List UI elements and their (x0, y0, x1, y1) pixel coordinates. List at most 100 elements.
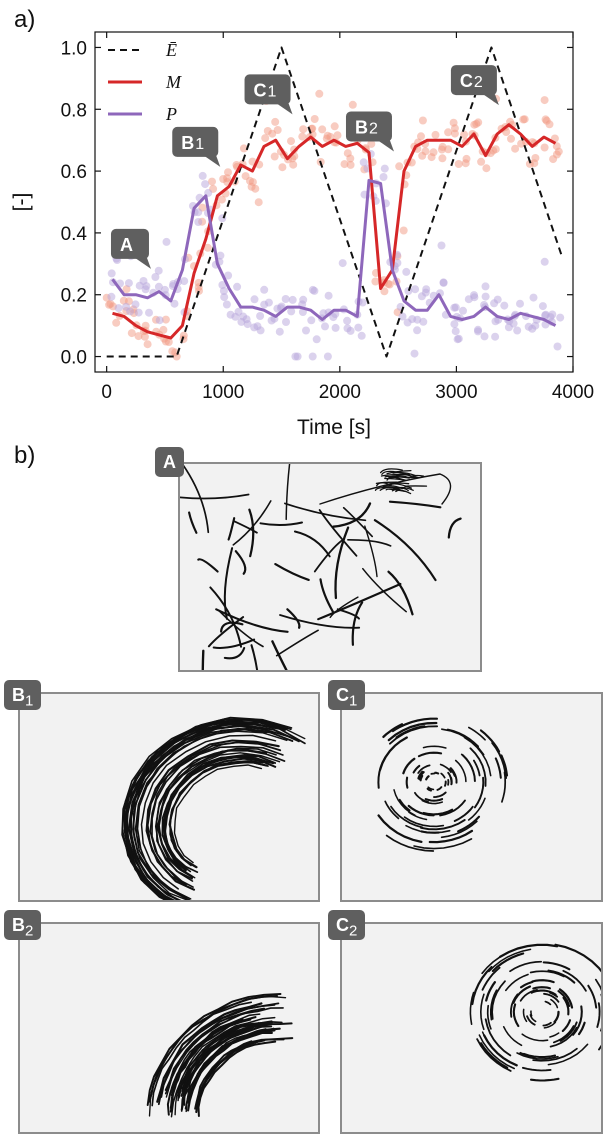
track-stroke (417, 764, 431, 774)
track-stroke (157, 1002, 280, 1106)
sample-point (114, 304, 123, 313)
track-stroke (169, 760, 264, 868)
sample-point (261, 134, 270, 143)
callout-B2: B2 (345, 111, 394, 152)
sample-point (107, 292, 116, 301)
track-stroke (170, 1016, 276, 1118)
sample-point (145, 308, 153, 317)
sample-point (507, 134, 515, 143)
track-stroke (218, 610, 264, 648)
legend-label: P (165, 104, 177, 124)
y-tick-label: 0.6 (61, 162, 87, 183)
track-stroke (467, 797, 486, 821)
track-stroke (542, 961, 571, 971)
snapshot-b2 (18, 922, 320, 1134)
sample-point (511, 144, 520, 153)
x-tick-label: 0 (101, 382, 112, 403)
snapshot-a-tracks (180, 464, 462, 670)
sample-point (402, 267, 411, 276)
track-stroke (347, 538, 392, 547)
sample-point (399, 226, 408, 235)
sample-point (500, 301, 509, 310)
sample-point (395, 162, 404, 171)
callout-pointer (134, 257, 151, 269)
sample-point (307, 316, 316, 325)
track-stroke (444, 780, 447, 787)
sample-point (256, 326, 265, 335)
track-stroke (405, 776, 409, 789)
snapshot-badge-b2: B2 (4, 910, 42, 940)
track-stroke (364, 525, 378, 578)
track-stroke (403, 816, 445, 828)
track-stroke (542, 1021, 552, 1027)
series-line-2 (111, 178, 557, 327)
sample-point (517, 139, 526, 148)
track-stroke (413, 838, 473, 850)
sample-point (540, 143, 549, 152)
track-stroke (146, 993, 282, 1106)
sample-point (546, 313, 555, 322)
sample-point (287, 307, 296, 316)
track-stroke (387, 570, 414, 616)
x-tick-label: 4000 (552, 382, 594, 403)
sample-point (437, 241, 446, 250)
track-stroke (526, 1015, 536, 1026)
track-stroke (549, 991, 559, 998)
sample-point (217, 195, 226, 204)
panel-b-label: b) (14, 442, 36, 469)
sample-point (481, 292, 490, 301)
sample-point (220, 293, 229, 302)
sample-point (326, 132, 335, 141)
sample-point (346, 154, 355, 163)
track-stroke (543, 992, 560, 1003)
callout-B1: B1 (172, 126, 221, 167)
track-stroke (127, 724, 300, 900)
track-stroke (275, 629, 319, 657)
track-stroke (472, 759, 481, 777)
sample-point (254, 198, 263, 207)
track-stroke (557, 990, 571, 1008)
track-stroke (420, 819, 466, 831)
track-stroke (180, 493, 250, 500)
sample-point (315, 89, 324, 98)
track-stroke (488, 948, 532, 973)
track-stroke (501, 771, 507, 803)
track-stroke (164, 1007, 284, 1095)
sample-point (208, 177, 216, 186)
sample-point (429, 148, 438, 157)
track-stroke (177, 1023, 245, 1102)
sample-point (216, 251, 225, 260)
track-stroke (596, 1002, 601, 1028)
snapshot-c2 (340, 922, 603, 1134)
track-stroke (223, 547, 234, 620)
track-stroke (271, 640, 288, 670)
sample-point (298, 132, 307, 141)
track-stroke (549, 1032, 560, 1038)
callout-box (345, 111, 392, 142)
track-stroke (391, 487, 409, 492)
callout-label: C1 (254, 80, 277, 100)
track-stroke (342, 506, 374, 538)
sample-point (371, 277, 380, 286)
x-tick-label: 2000 (319, 382, 361, 403)
sample-point (491, 145, 500, 154)
sample-point (287, 137, 295, 146)
raw-samples (102, 89, 565, 361)
sample-point (122, 285, 131, 294)
sample-point (482, 164, 491, 173)
track-stroke (457, 815, 481, 833)
track-stroke (187, 1029, 276, 1104)
sample-point (439, 278, 448, 287)
snapshot-c2-tracks (469, 943, 601, 1082)
track-stroke (531, 979, 555, 984)
sample-point (380, 287, 389, 296)
y-tick-label: 0.8 (61, 100, 87, 121)
track-stroke (562, 996, 570, 1016)
track-stroke (188, 511, 198, 534)
track-stroke (407, 804, 435, 817)
track-stroke (543, 1021, 557, 1029)
sample-point (278, 163, 287, 172)
sample-point (357, 331, 366, 340)
sample-point (224, 271, 233, 280)
track-stroke (440, 820, 478, 839)
